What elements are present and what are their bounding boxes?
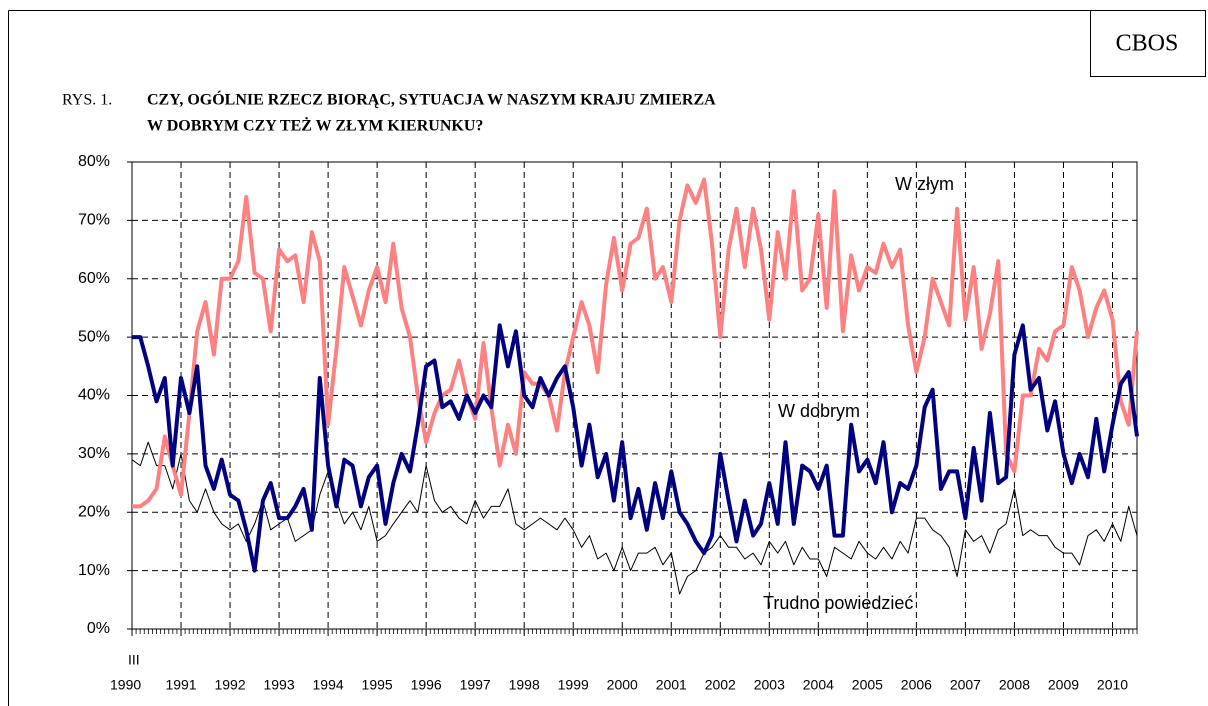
header: CBOS	[1116, 31, 1179, 57]
series-line	[132, 323, 1139, 573]
chart-title: W DOBRYM CZY TEŻ W ZŁYM KIERUNKU?	[147, 116, 483, 135]
x-tick-label: 2006	[901, 677, 932, 693]
x-tick-label: 1994	[313, 677, 344, 693]
y-tick-label: 20%	[78, 503, 110, 520]
x-start-label: III	[128, 652, 140, 668]
x-tick-label: 2000	[607, 677, 638, 693]
x-tick-label: 2002	[705, 677, 736, 693]
y-tick-label: 70%	[78, 212, 110, 229]
y-tick-label: 10%	[78, 562, 110, 579]
x-tick-label: 2003	[754, 677, 785, 693]
x-tick-label: 2008	[999, 677, 1030, 693]
x-tick-label: 2001	[656, 677, 687, 693]
series-label: W złym	[895, 174, 954, 194]
y-tick-label: 60%	[78, 270, 110, 287]
x-tick-label: 1997	[460, 677, 491, 693]
x-tick-label: 2004	[803, 677, 834, 693]
y-tick-label: 0%	[87, 620, 110, 637]
x-tick-label: 2009	[1048, 677, 1079, 693]
series-label: W dobrym	[778, 401, 860, 421]
series-label: Trudno powiedzieć	[763, 593, 913, 613]
y-tick-label: 80%	[78, 153, 110, 170]
x-tick-label: 1995	[362, 677, 393, 693]
x-tick-label: 1992	[214, 677, 245, 693]
y-tick-label: 40%	[78, 387, 110, 404]
x-tick-label: 1998	[509, 677, 540, 693]
header-box	[1090, 10, 1206, 77]
plot-area	[131, 161, 1138, 630]
chart-title: CZY, OGÓLNIE RZECZ BIORĄC, SYTUACJA W NA…	[147, 90, 716, 109]
series-line	[132, 177, 1139, 509]
figure-label: RYS. 1.	[62, 92, 112, 109]
y-tick-label: 30%	[78, 445, 110, 462]
x-tick-label: 2010	[1097, 677, 1128, 693]
x-tick-label: 1999	[558, 677, 589, 693]
x-tick-label: 1993	[263, 677, 294, 693]
x-tick-label: 1990	[110, 677, 141, 693]
series-line	[131, 441, 1138, 595]
y-tick-label: 50%	[78, 328, 110, 345]
x-tick-label: 1991	[165, 677, 196, 693]
x-tick-label: 2007	[950, 677, 981, 693]
x-tick-label: 1996	[411, 677, 442, 693]
x-tick-label: 2005	[852, 677, 883, 693]
